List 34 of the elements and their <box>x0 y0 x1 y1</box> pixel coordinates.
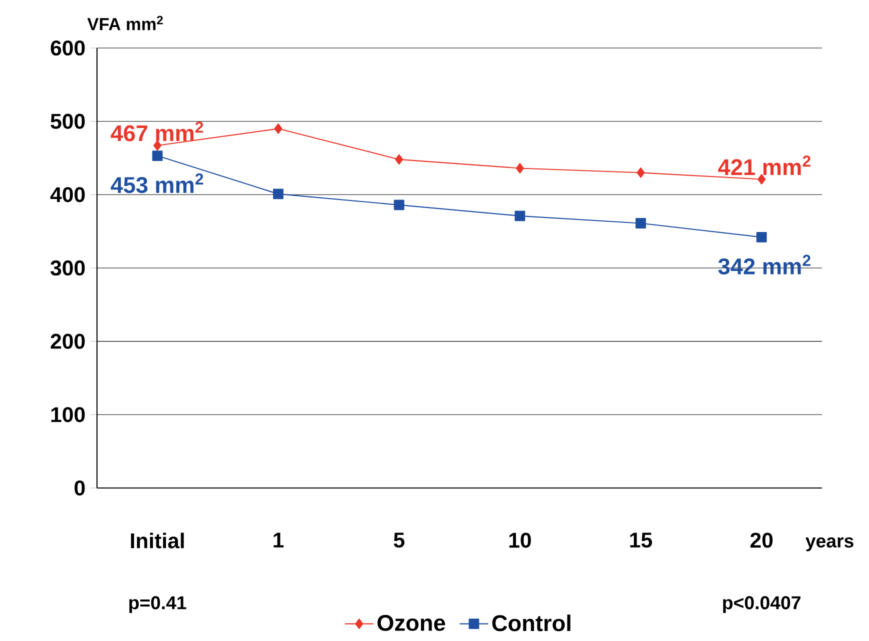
text: p<0.0407 <box>723 596 800 614</box>
y-tick-label: 600 <box>50 40 85 56</box>
x-tick-label: 15 <box>630 532 652 548</box>
point <box>514 210 526 222</box>
point <box>153 140 162 151</box>
point <box>758 174 766 184</box>
point <box>636 218 646 228</box>
point <box>395 154 404 165</box>
y-tick-label: 300 <box>50 260 85 276</box>
point <box>636 167 645 178</box>
x-axis-title: years <box>806 537 854 552</box>
point <box>394 200 404 210</box>
text: p=0.41 <box>129 596 186 614</box>
y-tick-label: 100 <box>51 407 85 422</box>
point <box>274 123 282 134</box>
y-tick-label: 400 <box>50 187 85 202</box>
point <box>516 163 524 174</box>
point <box>273 188 284 200</box>
annotation: 421 mm$^{2}$ <box>718 156 810 175</box>
legend-label: Control <box>492 614 570 632</box>
annotation: 453 mm$^{2}$ <box>110 173 204 194</box>
x-tick-label: 20 <box>750 532 773 548</box>
x-tick-label: 10 <box>509 532 531 548</box>
legend-label: Ozone <box>378 614 446 631</box>
y-tick-label: 500 <box>50 114 85 129</box>
y-tick-label: 0 <box>74 480 85 496</box>
y-axis-title: VFA mm$^{2}$ <box>87 16 163 30</box>
x-tick-label: Initial <box>130 532 184 548</box>
point <box>152 150 163 161</box>
point <box>756 232 767 242</box>
x-tick-label: 1 <box>274 532 284 548</box>
x-tick-label: 5 <box>394 532 404 548</box>
annotation: 467 mm$^{2}$ <box>110 122 204 142</box>
y-tick-label: 200 <box>50 334 85 349</box>
